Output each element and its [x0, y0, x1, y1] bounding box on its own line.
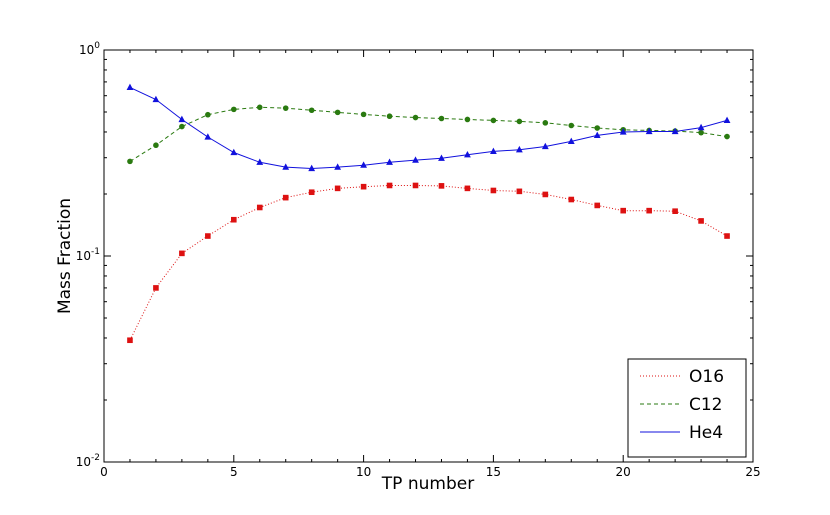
y-tick-label: 100	[79, 41, 100, 57]
data-point-o16	[127, 337, 133, 344]
data-point-he4	[412, 156, 419, 163]
data-point-he4	[593, 131, 601, 138]
data-point-c12	[127, 158, 133, 165]
data-point-he4	[490, 147, 497, 154]
data-point-o16	[282, 194, 289, 201]
x-tick-label: 20	[616, 465, 631, 479]
legend-box	[627, 358, 747, 458]
series-layer	[126, 83, 731, 344]
data-point-o16	[490, 187, 497, 194]
data-point-he4	[464, 150, 471, 158]
y-tick-label: 10-1	[76, 247, 100, 263]
data-point-he4	[334, 163, 342, 170]
data-point-c12	[308, 107, 315, 114]
x-tick-label: 0	[100, 465, 108, 479]
series-line-o16	[129, 185, 728, 341]
data-point-o16	[672, 208, 678, 214]
data-point-c12	[153, 142, 159, 149]
data-point-o16	[568, 196, 575, 203]
axis-ticks: 0 5 10 15 20 25 10-2 10-1 100	[76, 41, 761, 479]
data-point-o16	[256, 204, 263, 211]
data-point-he4	[282, 163, 290, 170]
data-point-c12	[334, 109, 341, 116]
data-point-o16	[698, 218, 704, 224]
data-point-he4	[152, 95, 160, 103]
data-point-he4	[671, 127, 679, 135]
data-point-o16	[334, 185, 341, 192]
data-point-c12	[360, 111, 367, 118]
data-point-o16	[542, 191, 549, 198]
data-point-he4	[230, 148, 238, 156]
data-point-o16	[386, 182, 393, 189]
x-tick-label: 5	[230, 465, 238, 479]
data-point-he4	[126, 83, 134, 91]
x-tick-label: 25	[745, 465, 760, 479]
legend-label-he4: He4	[689, 423, 723, 443]
data-point-he4	[178, 115, 186, 123]
data-point-o16	[516, 188, 523, 195]
data-point-o16	[412, 182, 419, 189]
data-point-c12	[568, 122, 575, 129]
data-point-he4	[723, 116, 731, 124]
data-point-c12	[490, 117, 497, 124]
data-point-he4	[567, 137, 575, 145]
data-point-o16	[308, 189, 315, 196]
data-point-c12	[256, 104, 263, 111]
data-point-c12	[724, 133, 730, 140]
series-line-he4	[129, 86, 728, 170]
data-point-he4	[645, 127, 653, 135]
data-point-c12	[386, 113, 393, 120]
data-point-o16	[438, 183, 445, 189]
y-tick-label: 10-2	[76, 453, 100, 469]
data-point-o16	[724, 233, 730, 239]
y-axis-label: Mass Fraction	[55, 198, 75, 314]
legend: O16 C12 He4	[627, 358, 747, 458]
data-point-c12	[179, 123, 185, 130]
data-point-o16	[231, 216, 237, 223]
data-point-o16	[179, 250, 185, 257]
data-point-he4	[360, 161, 367, 168]
data-point-he4	[541, 142, 549, 150]
data-point-o16	[205, 233, 211, 239]
data-point-he4	[515, 145, 523, 153]
data-point-o16	[620, 207, 626, 214]
x-axis-label: TP number	[381, 474, 474, 494]
data-point-c12	[205, 111, 211, 118]
x-tick-label: 15	[486, 465, 501, 479]
data-point-c12	[542, 120, 549, 126]
data-point-he4	[204, 133, 212, 140]
data-point-o16	[360, 183, 367, 190]
x-tick-label: 10	[356, 465, 371, 479]
data-point-c12	[438, 115, 445, 122]
data-point-he4	[697, 123, 705, 131]
data-point-o16	[464, 185, 471, 192]
data-point-c12	[412, 114, 419, 121]
data-point-c12	[231, 106, 237, 113]
data-point-o16	[646, 207, 652, 214]
data-point-c12	[464, 116, 471, 123]
data-point-c12	[698, 129, 704, 136]
data-point-c12	[282, 105, 289, 111]
legend-label-o16: O16	[689, 367, 724, 387]
data-point-c12	[594, 125, 601, 131]
data-point-o16	[594, 202, 601, 209]
data-point-he4	[386, 158, 393, 165]
data-point-he4	[619, 128, 627, 135]
data-point-he4	[438, 154, 445, 161]
data-point-he4	[256, 158, 264, 165]
legend-label-c12: C12	[689, 395, 723, 415]
data-point-c12	[516, 118, 523, 125]
series-line-c12	[129, 106, 728, 162]
data-point-o16	[153, 285, 159, 291]
data-point-he4	[308, 164, 316, 172]
